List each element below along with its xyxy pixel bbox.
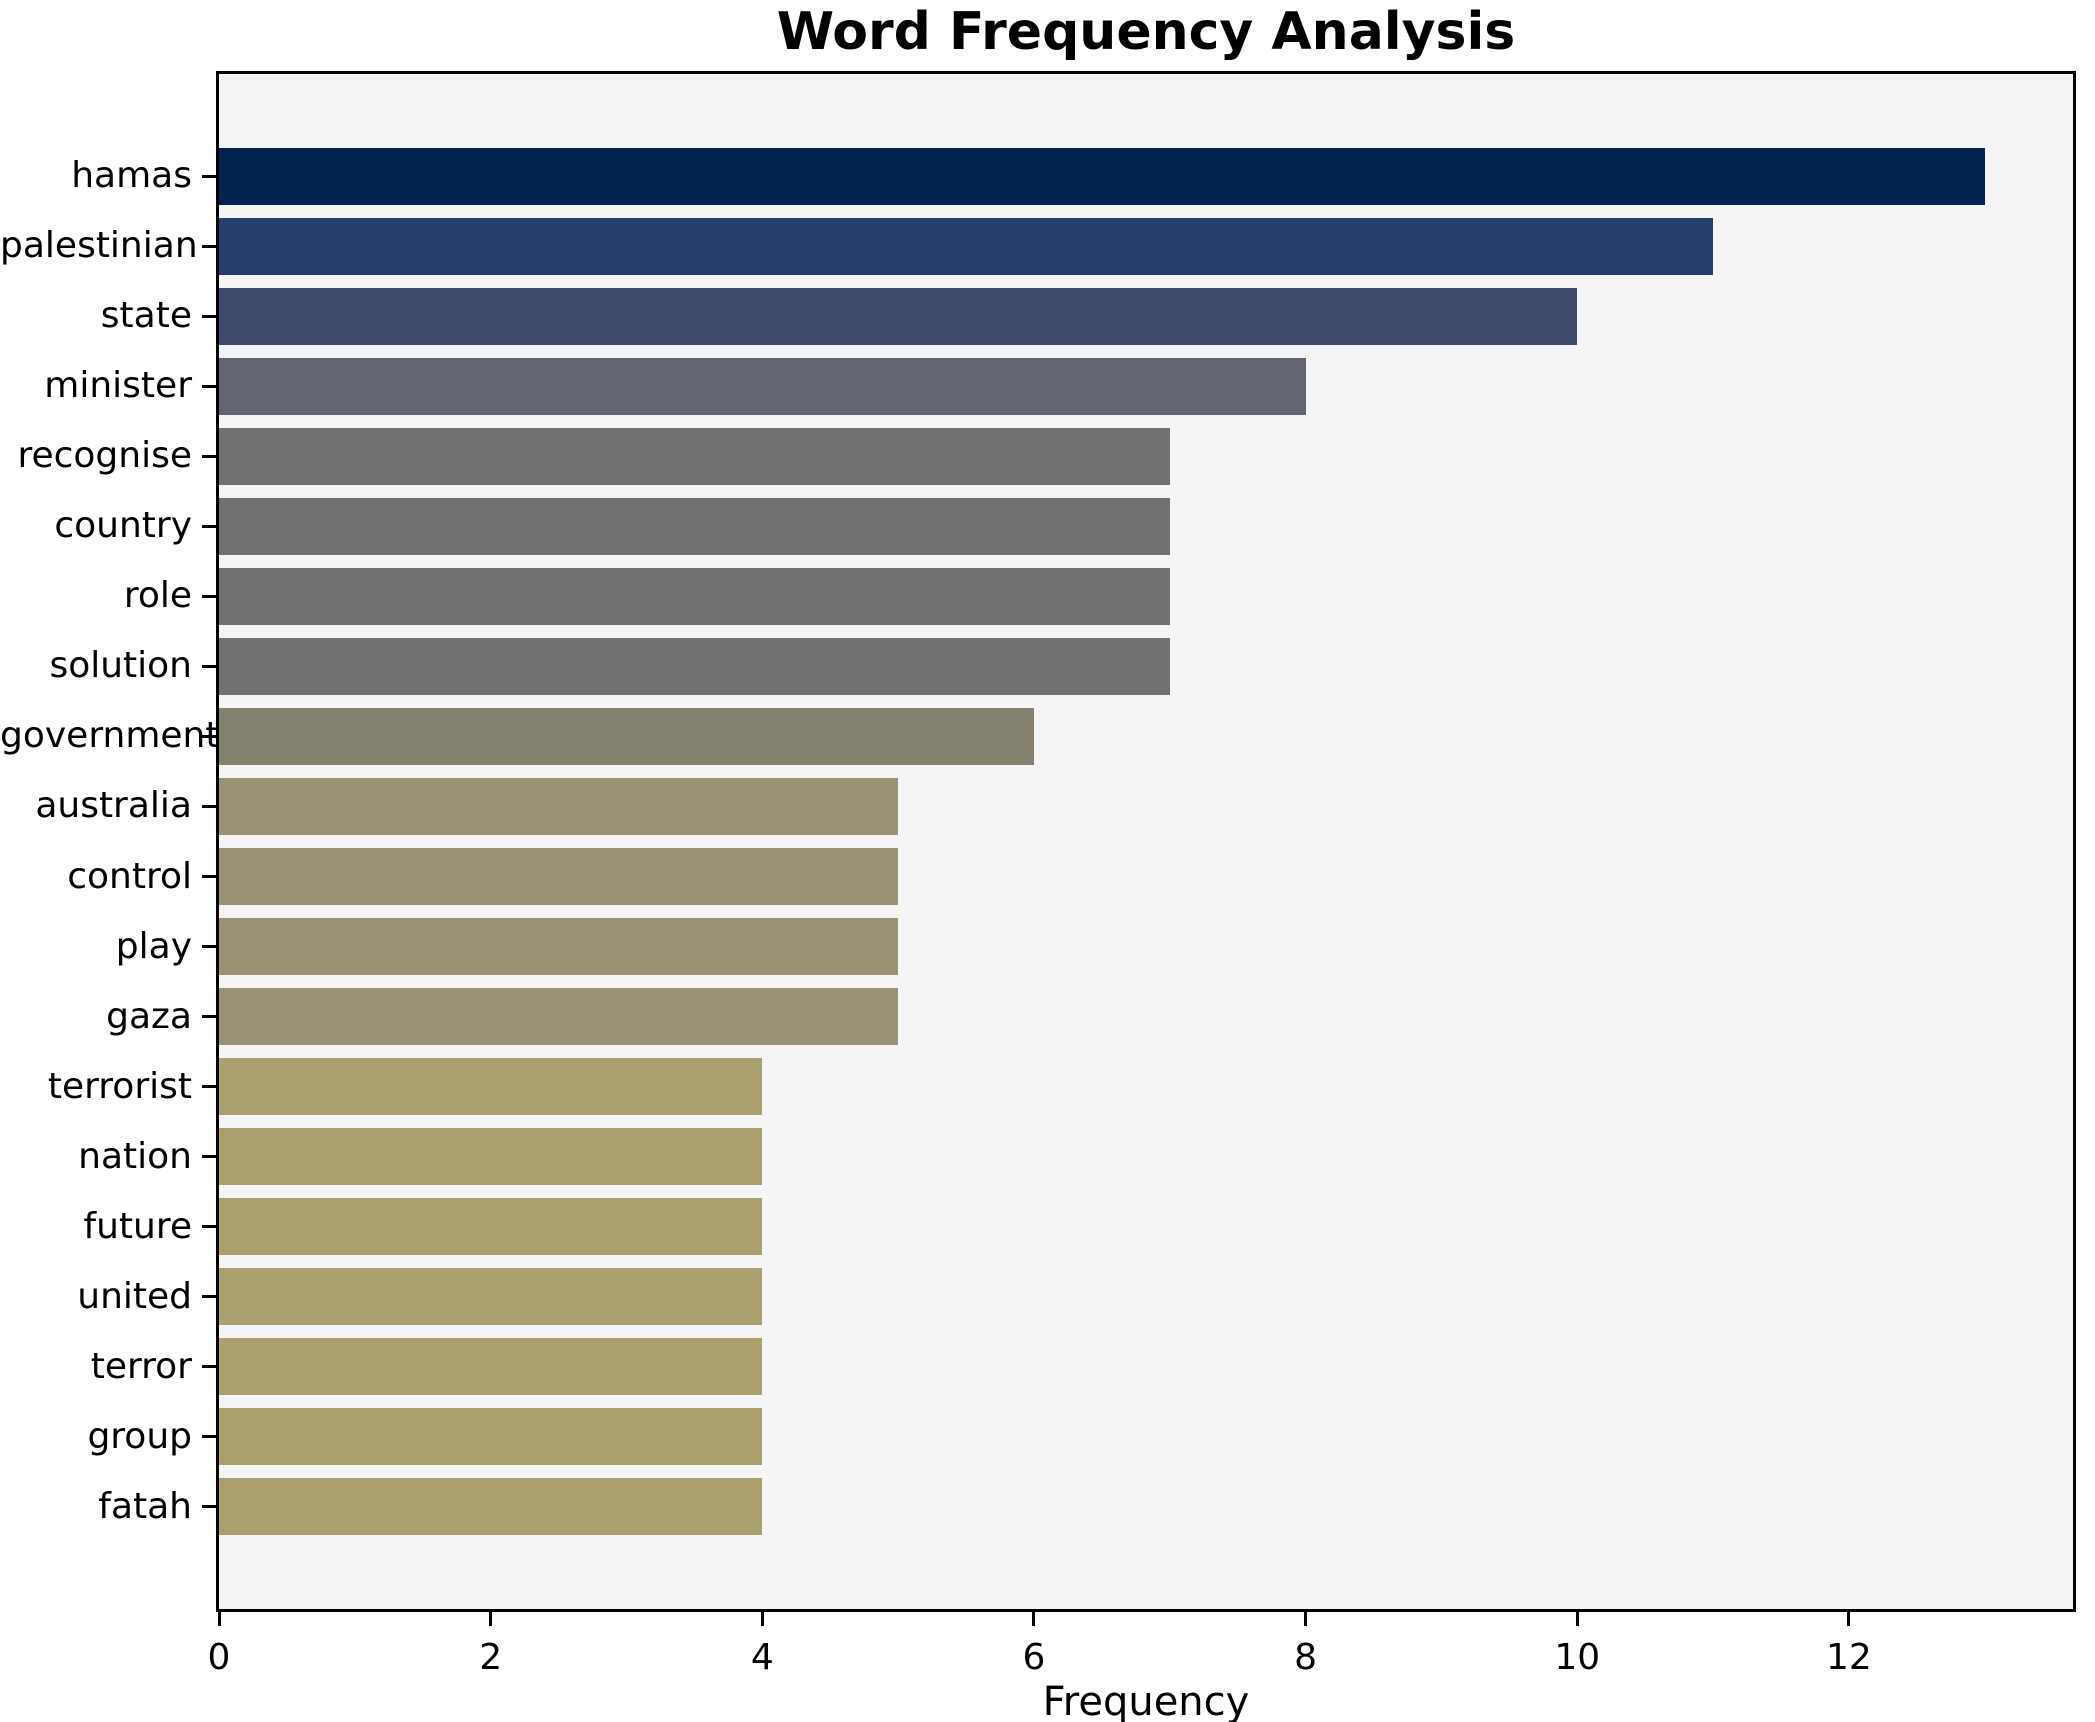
bar-solution bbox=[219, 637, 1170, 695]
y-tick-label: state bbox=[100, 295, 192, 337]
y-tick-mark bbox=[202, 454, 216, 458]
y-tick-mark bbox=[202, 1435, 216, 1439]
bar-minister bbox=[219, 357, 1306, 415]
y-tick-mark bbox=[202, 1085, 216, 1089]
x-tick-label: 6 bbox=[1022, 1637, 1046, 1678]
y-tick-label: terrorist bbox=[47, 1065, 192, 1107]
plot-area bbox=[216, 71, 2076, 1612]
y-tick-label: gaza bbox=[106, 995, 192, 1037]
x-tick-label: 12 bbox=[1825, 1637, 1872, 1678]
x-tick-label: 4 bbox=[750, 1637, 774, 1678]
y-tick-label: terror bbox=[90, 1345, 192, 1387]
y-tick-mark bbox=[202, 174, 216, 178]
bar-nation bbox=[219, 1128, 763, 1186]
y-tick-label: role bbox=[123, 575, 192, 617]
bar-role bbox=[219, 567, 1170, 625]
bar-united bbox=[219, 1268, 763, 1326]
y-tick-mark bbox=[202, 314, 216, 318]
bar-australia bbox=[219, 777, 899, 835]
y-tick-mark bbox=[202, 945, 216, 949]
y-tick-mark bbox=[202, 734, 216, 738]
y-tick-label: recognise bbox=[17, 435, 192, 477]
x-tick-mark bbox=[1304, 1612, 1308, 1626]
x-tick-label: 8 bbox=[1294, 1637, 1318, 1678]
bar-group bbox=[219, 1408, 763, 1466]
y-tick-label: group bbox=[87, 1415, 192, 1457]
y-tick-label: hamas bbox=[71, 155, 192, 197]
x-tick-mark bbox=[217, 1612, 221, 1626]
y-tick-mark bbox=[202, 244, 216, 248]
x-tick-label: 10 bbox=[1554, 1637, 1601, 1678]
bar-government bbox=[219, 707, 1034, 765]
y-tick-label: play bbox=[115, 925, 192, 967]
bar-future bbox=[219, 1198, 763, 1256]
y-tick-label: country bbox=[54, 505, 192, 547]
bar-hamas bbox=[219, 147, 1985, 205]
y-tick-mark bbox=[202, 664, 216, 668]
bar-recognise bbox=[219, 427, 1170, 485]
y-tick-mark bbox=[202, 1225, 216, 1229]
bar-terror bbox=[219, 1338, 763, 1396]
y-tick-label: minister bbox=[44, 365, 192, 407]
y-tick-mark bbox=[202, 524, 216, 528]
y-tick-mark bbox=[202, 1365, 216, 1369]
y-tick-label: nation bbox=[78, 1135, 192, 1177]
x-tick-mark bbox=[489, 1612, 493, 1626]
bar-play bbox=[219, 918, 899, 976]
bar-terrorist bbox=[219, 1058, 763, 1116]
bar-gaza bbox=[219, 988, 899, 1046]
x-tick-mark bbox=[1032, 1612, 1036, 1626]
y-tick-label: australia bbox=[35, 785, 192, 827]
x-tick-label: 0 bbox=[207, 1637, 231, 1678]
y-tick-label: palestinian bbox=[0, 225, 198, 267]
bar-control bbox=[219, 848, 899, 906]
bar-country bbox=[219, 497, 1170, 555]
y-tick-label: fatah bbox=[98, 1485, 192, 1527]
y-tick-label: solution bbox=[49, 645, 192, 687]
y-tick-label: united bbox=[77, 1275, 192, 1317]
y-tick-label: future bbox=[83, 1205, 192, 1247]
y-tick-mark bbox=[202, 384, 216, 388]
bar-palestinian bbox=[219, 217, 1714, 275]
x-axis-label: Frequency bbox=[1042, 1679, 1250, 1722]
y-tick-mark bbox=[202, 1505, 216, 1509]
y-tick-mark bbox=[202, 1015, 216, 1019]
y-tick-mark bbox=[202, 875, 216, 879]
y-tick-mark bbox=[202, 594, 216, 598]
y-tick-mark bbox=[202, 804, 216, 808]
x-tick-mark bbox=[1847, 1612, 1851, 1626]
y-tick-mark bbox=[202, 1295, 216, 1299]
x-tick-label: 2 bbox=[479, 1637, 503, 1678]
x-tick-mark bbox=[760, 1612, 764, 1626]
x-tick-mark bbox=[1575, 1612, 1579, 1626]
y-tick-mark bbox=[202, 1155, 216, 1159]
y-tick-label: control bbox=[67, 855, 192, 897]
chart-title: Word Frequency Analysis bbox=[776, 2, 1516, 62]
y-tick-label: government bbox=[0, 715, 220, 757]
bar-fatah bbox=[219, 1478, 763, 1536]
bar-state bbox=[219, 287, 1578, 345]
